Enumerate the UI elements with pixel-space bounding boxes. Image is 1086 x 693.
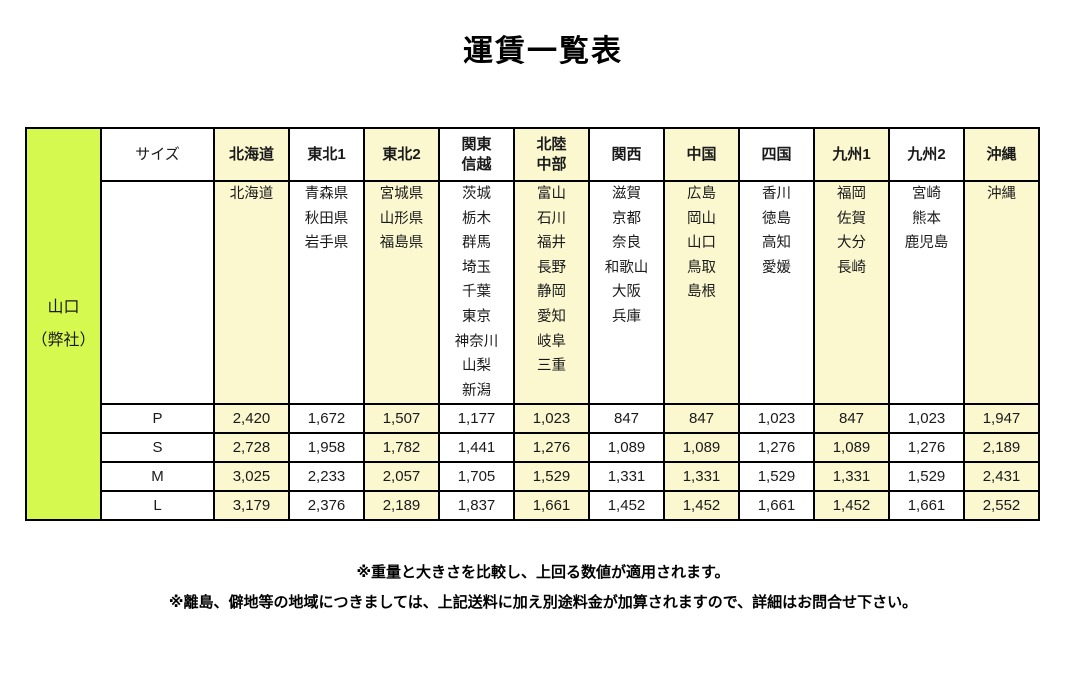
price-cell: 1,276 <box>513 432 590 464</box>
fare-table: 山口 （弊社） サイズ 北海道 東北1 東北2 関東 信越 北陸 中部 関西 中国 四国 九州1 九州2 沖縄… <box>25 126 1040 522</box>
region-header: 東北1 <box>288 127 365 182</box>
table-row: S 2,728 1,958 1,782 1,441 1,276 1,089 1,089 1,27… <box>26 432 1040 464</box>
note-remote-area: ※離島、僻地等の地域につきましては、上記送料に加え別途料金が加算されますので、詳… <box>168 594 918 612</box>
price-cell: 1,782 <box>363 432 440 464</box>
price-cell: 1,023 <box>738 403 815 435</box>
price-cell: 1,089 <box>663 432 740 464</box>
price-cell: 1,661 <box>738 490 815 522</box>
price-cell: 2,376 <box>288 490 365 522</box>
price-cell: 1,958 <box>288 432 365 464</box>
prefecture-list: 宮崎 熊本 鹿児島 <box>888 179 965 406</box>
price-cell: 2,189 <box>363 490 440 522</box>
price-cell: 2,552 <box>963 490 1040 522</box>
price-cell: 1,089 <box>588 432 665 464</box>
size-column-header: サイズ <box>100 127 215 182</box>
price-cell: 847 <box>663 403 740 435</box>
region-header: 九州2 <box>888 127 965 182</box>
origin-cell: 山口 （弊社） <box>25 126 102 522</box>
price-cell: 1,089 <box>813 432 890 464</box>
price-cell: 3,025 <box>213 461 290 493</box>
price-cell: 1,177 <box>438 403 515 435</box>
price-cell: 1,661 <box>513 490 590 522</box>
price-cell: 2,728 <box>213 432 290 464</box>
price-cell: 847 <box>813 403 890 435</box>
price-cell: 1,529 <box>513 461 590 493</box>
region-header: 沖縄 <box>963 127 1040 182</box>
price-cell: 1,331 <box>588 461 665 493</box>
price-cell: 1,705 <box>438 461 515 493</box>
notes: ※重量と大きさを比較し、上回る数値が適用されます。 ※離島、僻地等の地域につきま… <box>0 561 1086 612</box>
fare-table-body: 山口 （弊社） サイズ 北海道 東北1 東北2 関東 信越 北陸 中部 関西 中国 四国 九州1 九州2 沖縄… <box>25 126 1040 522</box>
size-label: M <box>100 461 215 493</box>
price-cell: 1,529 <box>738 461 815 493</box>
price-cell: 1,441 <box>438 432 515 464</box>
region-header: 関西 <box>588 127 665 182</box>
prefecture-list: 富山 石川 福井 長野 静岡 愛知 岐阜 三重 <box>513 179 590 406</box>
size-label: L <box>100 490 215 522</box>
prefecture-list: 茨城 栃木 群馬 埼玉 千葉 東京 神奈川 山梨 新潟 <box>438 179 515 406</box>
table-row: P 2,420 1,672 1,507 1,177 1,023 847 847 1,023 847… <box>26 403 1040 435</box>
price-cell: 2,420 <box>213 403 290 435</box>
price-cell: 3,179 <box>213 490 290 522</box>
price-cell: 1,452 <box>663 490 740 522</box>
prefecture-list: 香川 徳島 高知 愛媛 <box>738 179 815 406</box>
price-cell: 1,452 <box>813 490 890 522</box>
price-cell: 1,276 <box>738 432 815 464</box>
price-cell: 847 <box>588 403 665 435</box>
price-cell: 2,233 <box>288 461 365 493</box>
region-header: 北海道 <box>213 127 290 182</box>
price-cell: 1,529 <box>888 461 965 493</box>
size-column-spacer <box>100 179 215 406</box>
price-cell: 2,189 <box>963 432 1040 464</box>
region-header: 九州1 <box>813 127 890 182</box>
price-cell: 1,331 <box>813 461 890 493</box>
price-cell: 1,837 <box>438 490 515 522</box>
size-label: S <box>100 432 215 464</box>
region-header: 中国 <box>663 127 740 182</box>
region-header: 北陸 中部 <box>513 127 590 182</box>
price-cell: 1,331 <box>663 461 740 493</box>
price-cell: 1,452 <box>588 490 665 522</box>
prefecture-list: 宮城県 山形県 福島県 <box>363 179 440 406</box>
page-title: 運賃一覧表 <box>463 35 623 68</box>
region-header: 東北2 <box>363 127 440 182</box>
fare-page: 運賃一覧表 山口 （弊社） サイズ 北海道 東北1 東北2 関東 信越 北陸 中部 関西 中国 四国 九州… <box>0 26 1086 612</box>
price-cell: 1,023 <box>513 403 590 435</box>
price-cell: 2,431 <box>963 461 1040 493</box>
prefecture-list: 滋賀 京都 奈良 和歌山 大阪 兵庫 <box>588 179 665 406</box>
price-cell: 1,661 <box>888 490 965 522</box>
prefecture-list: 北海道 <box>213 179 290 406</box>
prefecture-list: 広島 岡山 山口 鳥取 島根 <box>663 179 740 406</box>
size-label: P <box>100 403 215 435</box>
price-cell: 1,507 <box>363 403 440 435</box>
price-cell: 2,057 <box>363 461 440 493</box>
price-cell: 1,023 <box>888 403 965 435</box>
note-weight-rule: ※重量と大きさを比較し、上回る数値が適用されます。 <box>356 564 730 582</box>
prefecture-list: 沖縄 <box>963 179 1040 406</box>
prefecture-list: 福岡 佐賀 大分 長崎 <box>813 179 890 406</box>
table-row: M 3,025 2,233 2,057 1,705 1,529 1,331 1,331 1,52… <box>26 461 1040 493</box>
region-header: 四国 <box>738 127 815 182</box>
region-header: 関東 信越 <box>438 127 515 182</box>
price-cell: 1,947 <box>963 403 1040 435</box>
price-cell: 1,276 <box>888 432 965 464</box>
price-cell: 1,672 <box>288 403 365 435</box>
prefecture-list: 青森県 秋田県 岩手県 <box>288 179 365 406</box>
table-row: L 3,179 2,376 2,189 1,837 1,661 1,452 1,452 1,66… <box>26 490 1040 522</box>
